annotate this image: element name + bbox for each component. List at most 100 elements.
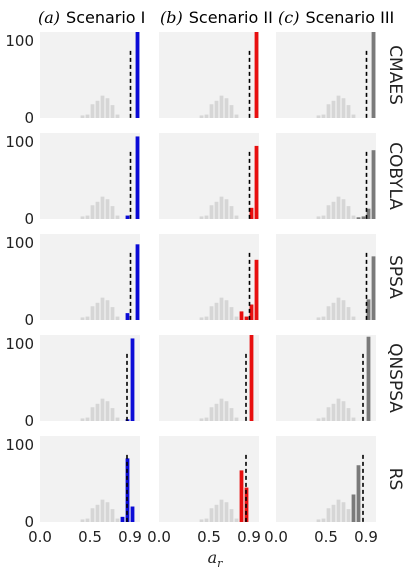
reference-bar	[85, 417, 90, 421]
reference-bar	[115, 215, 120, 219]
reference-bar	[100, 95, 105, 118]
result-bar	[361, 216, 366, 219]
reference-bar	[341, 401, 346, 421]
reference-bar	[209, 306, 214, 320]
reference-bar	[115, 518, 120, 522]
reference-bar	[90, 407, 95, 421]
reference-bar	[219, 95, 224, 118]
result-bar	[356, 465, 361, 522]
reference-bar	[214, 403, 219, 421]
result-bar	[371, 32, 376, 118]
reference-bar	[229, 307, 234, 320]
reference-bar	[115, 316, 120, 320]
reference-bar	[100, 398, 105, 421]
reference-bar	[316, 519, 321, 522]
reference-bar	[110, 307, 115, 320]
reference-bar	[95, 403, 100, 421]
reference-bar	[331, 302, 336, 320]
reference-bar	[229, 408, 234, 421]
reference-bar	[80, 519, 85, 522]
reference-bar	[204, 518, 209, 522]
reference-bar	[331, 403, 336, 421]
result-bar	[366, 299, 371, 320]
reference-bar	[229, 105, 234, 118]
y-tick-label: 0	[24, 311, 34, 329]
reference-bar	[316, 418, 321, 421]
reference-bar	[321, 215, 326, 219]
reference-bar	[331, 504, 336, 522]
result-bar	[135, 136, 140, 219]
reference-bar	[85, 316, 90, 320]
panel-background	[40, 133, 140, 219]
panel-rs-3	[276, 436, 376, 522]
panel-background	[276, 436, 376, 522]
reference-bar	[351, 417, 356, 421]
reference-bar	[351, 316, 356, 320]
reference-bar	[105, 401, 110, 421]
panel-spsa-2	[159, 234, 259, 320]
reference-bar	[209, 104, 214, 118]
result-bar	[135, 244, 140, 320]
panel-cmaes-3	[276, 32, 376, 118]
x-tick-label: 0.9	[354, 528, 378, 546]
panel-cobyla-1	[40, 133, 140, 219]
panel-cmaes-1	[40, 32, 140, 118]
column-title-scenario-1: (a) Scenario I	[38, 8, 145, 27]
reference-bar	[351, 114, 356, 118]
column-title-scenario-2: (b) Scenario II	[160, 8, 273, 27]
reference-bar	[336, 196, 341, 219]
reference-bar	[100, 499, 105, 522]
panel-cmaes-2	[159, 32, 259, 118]
y-tick-label: 100	[5, 32, 34, 50]
reference-bar	[346, 509, 351, 522]
reference-bar	[219, 499, 224, 522]
reference-bar	[95, 504, 100, 522]
result-bar	[254, 259, 259, 320]
reference-bar	[229, 509, 234, 522]
y-tick-label: 100	[5, 133, 34, 151]
reference-bar	[336, 297, 341, 320]
y-tick-label: 100	[5, 234, 34, 252]
panel-background	[276, 32, 376, 118]
panel-spsa-1	[40, 234, 140, 320]
y-tick-label: 0	[24, 513, 34, 531]
reference-bar	[234, 215, 239, 219]
reference-bar	[341, 98, 346, 118]
result-bar	[371, 150, 376, 219]
reference-bar	[224, 401, 229, 421]
reference-bar	[199, 317, 204, 320]
x-tick-label: 0.5	[197, 528, 221, 546]
x-tick-label: 0.9	[118, 528, 142, 546]
reference-bar	[199, 115, 204, 118]
reference-bar	[336, 398, 341, 421]
y-tick-label: 100	[5, 436, 34, 454]
reference-bar	[316, 216, 321, 219]
x-tick-label: 0.0	[147, 528, 171, 546]
row-label-cmaes: CMAES	[385, 45, 405, 105]
reference-bar	[219, 297, 224, 320]
panel-background	[276, 335, 376, 421]
reference-bar	[85, 518, 90, 522]
panel-cobyla-3	[276, 133, 376, 219]
panel-rs-1	[40, 436, 140, 522]
reference-bar	[234, 417, 239, 421]
result-bar	[239, 311, 244, 320]
result-bar	[130, 506, 135, 522]
reference-bar	[204, 215, 209, 219]
reference-bar	[214, 100, 219, 118]
reference-bar	[110, 105, 115, 118]
reference-bar	[321, 417, 326, 421]
row-labels: CMAES COBYLA SPSA QNSPSA RS	[385, 45, 405, 490]
reference-bar	[224, 199, 229, 219]
y-tick-label: 0	[24, 210, 34, 228]
panel-background	[276, 133, 376, 219]
x-tick-label: 0.5	[314, 528, 338, 546]
reference-bar	[90, 508, 95, 522]
reference-bar	[326, 205, 331, 219]
result-bar	[254, 145, 259, 219]
result-bar	[244, 316, 249, 320]
reference-bar	[346, 408, 351, 421]
result-bar	[239, 470, 244, 522]
result-bar	[249, 335, 254, 421]
result-bar	[130, 338, 135, 421]
